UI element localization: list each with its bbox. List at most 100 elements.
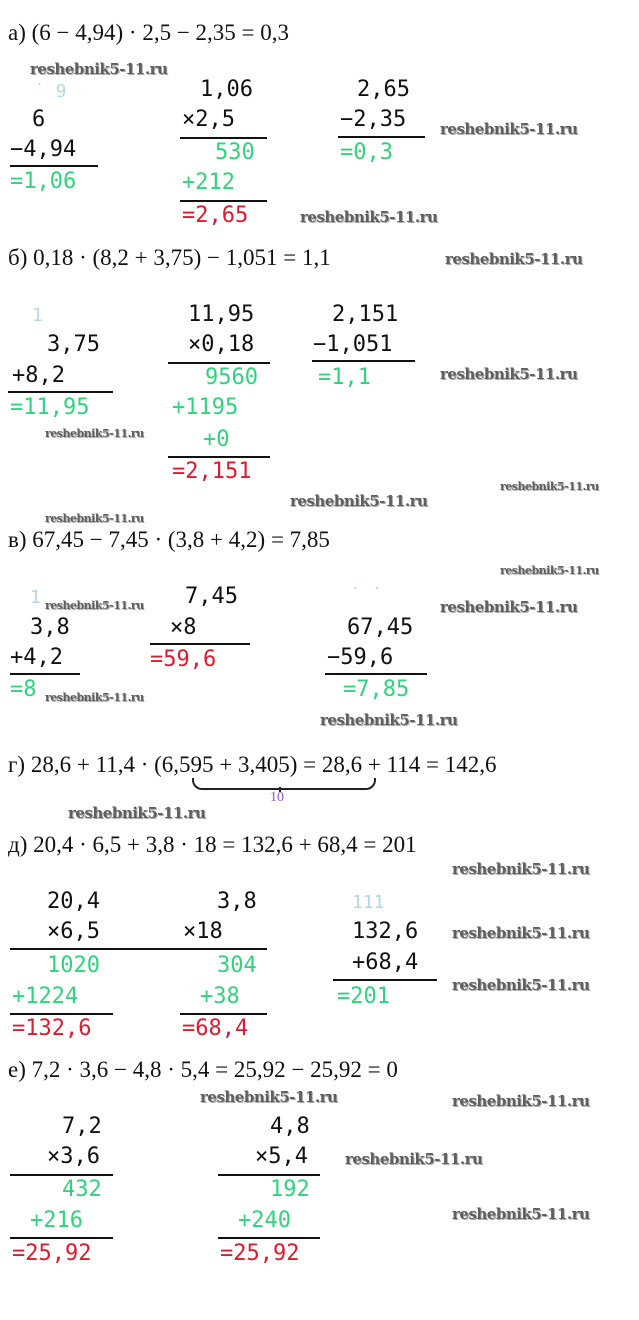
operand: −59,6 — [327, 645, 394, 670]
carry-mark: 111 — [352, 892, 385, 913]
divider-line — [333, 979, 437, 981]
operand: 11,95 — [188, 302, 255, 327]
watermark: reshebnik5-11.ru — [452, 1205, 590, 1223]
problem-d-heading: д) 20,4 · 6,5 + 3,8 · 18 = 132,6 + 68,4 … — [8, 832, 417, 857]
operand: 20,4 — [47, 889, 100, 914]
operand: ×0,18 — [188, 332, 255, 357]
operand: 7,45 — [185, 584, 238, 609]
result: =8 — [10, 677, 37, 702]
divider-line — [10, 1013, 113, 1015]
operand: 3,8 — [217, 889, 257, 914]
result: =2,65 — [182, 203, 249, 228]
partial-product: 530 — [215, 140, 255, 165]
underbrace-tip — [279, 787, 281, 792]
divider-line — [10, 673, 80, 675]
result: =68,4 — [182, 1016, 249, 1041]
watermark: reshebnik5-11.ru — [440, 598, 578, 616]
divider-line — [10, 948, 267, 950]
watermark: reshebnik5-11.ru — [440, 120, 578, 138]
partial-product: +216 — [30, 1208, 83, 1233]
watermark: reshebnik5-11.ru — [45, 599, 144, 612]
operand: ×3,6 — [47, 1144, 100, 1169]
divider-line — [8, 391, 113, 393]
operand: 4,8 — [270, 1114, 310, 1139]
watermark: reshebnik5-11.ru — [45, 512, 144, 525]
problem-g-heading: г) 28,6 + 11,4 · (6,595 + 3,405) = 28,6 … — [8, 752, 497, 777]
partial-product: +212 — [182, 170, 235, 195]
divider-line — [312, 360, 415, 362]
operand: 7,2 — [62, 1114, 102, 1139]
partial-product: +1195 — [172, 395, 239, 420]
underbrace-value: 10 — [270, 790, 284, 805]
divider-line — [338, 136, 425, 138]
result: =25,92 — [220, 1241, 300, 1266]
result: =0,3 — [340, 140, 393, 165]
operand: 3,75 — [47, 332, 100, 357]
divider-line — [168, 362, 270, 364]
operand: +4,2 — [10, 645, 63, 670]
result: =201 — [337, 984, 390, 1009]
divider-line — [180, 1013, 267, 1015]
result: =25,92 — [12, 1241, 92, 1266]
result: =11,95 — [10, 395, 90, 420]
result: =132,6 — [12, 1016, 92, 1041]
watermark: reshebnik5-11.ru — [45, 427, 144, 440]
divider-line — [218, 1237, 320, 1239]
underbrace — [192, 778, 376, 790]
divider-line — [218, 1174, 320, 1176]
operand: −2,35 — [340, 107, 407, 132]
operand: 2,151 — [332, 302, 399, 327]
watermark: reshebnik5-11.ru — [30, 60, 168, 78]
divider-line — [180, 137, 267, 139]
carry-mark: ˙ 9 — [34, 81, 67, 102]
operand: ×2,5 — [182, 107, 235, 132]
divider-line — [180, 200, 267, 202]
watermark: reshebnik5-11.ru — [290, 492, 428, 510]
divider-line — [10, 1174, 113, 1176]
carry-mark: 1 — [32, 305, 43, 326]
problem-v-heading: в) 67,45 − 7,45 · (3,8 + 4,2) = 7,85 — [8, 527, 330, 552]
operand: ×18 — [183, 919, 223, 944]
result: =1,06 — [10, 169, 77, 194]
watermark: reshebnik5-11.ru — [452, 1092, 590, 1110]
divider-line — [10, 165, 98, 167]
watermark: reshebnik5-11.ru — [500, 480, 599, 493]
watermark: reshebnik5-11.ru — [45, 691, 144, 704]
partial-product: 432 — [62, 1177, 102, 1202]
carry-mark: ˙ ˙ — [350, 585, 383, 606]
operand: 132,6 — [352, 919, 419, 944]
partial-product: +1224 — [12, 984, 79, 1009]
operand: −1,051 — [313, 332, 393, 357]
watermark: reshebnik5-11.ru — [500, 564, 599, 577]
operand: +68,4 — [352, 950, 419, 975]
operand: 3,8 — [30, 615, 70, 640]
problem-a-heading: а) (6 − 4,94) · 2,5 − 2,35 = 0,3 — [8, 20, 290, 45]
watermark: reshebnik5-11.ru — [345, 1150, 483, 1168]
operand: ×8 — [170, 615, 197, 640]
partial-product: 304 — [217, 953, 257, 978]
watermark: reshebnik5-11.ru — [320, 711, 458, 729]
result: =7,85 — [343, 677, 410, 702]
watermark: reshebnik5-11.ru — [452, 924, 590, 942]
operand: 6 — [32, 107, 46, 132]
watermark: reshebnik5-11.ru — [300, 208, 438, 226]
partial-product: +240 — [238, 1208, 291, 1233]
watermark: reshebnik5-11.ru — [452, 860, 590, 878]
result: =1,1 — [318, 365, 371, 390]
watermark: reshebnik5-11.ru — [440, 365, 578, 383]
operand: ×6,5 — [47, 919, 100, 944]
watermark: reshebnik5-11.ru — [445, 250, 583, 268]
watermark: reshebnik5-11.ru — [200, 1088, 338, 1106]
divider-line — [168, 456, 270, 458]
divider-line — [150, 643, 250, 645]
watermark: reshebnik5-11.ru — [68, 804, 206, 822]
carry-mark: 1 — [30, 587, 41, 608]
operand: ×5,4 — [255, 1144, 308, 1169]
result: =2,151 — [172, 459, 252, 484]
operand: 1,06 — [200, 77, 253, 102]
partial-product: 1020 — [47, 953, 100, 978]
operand: +8,2 — [12, 363, 65, 388]
problem-e-heading: е) 7,2 · 3,6 − 4,8 · 5,4 = 25,92 − 25,92… — [8, 1057, 398, 1082]
problem-b-heading: б) 0,18 · (8,2 + 3,75) − 1,051 = 1,1 — [8, 245, 331, 270]
operand: 67,45 — [347, 615, 414, 640]
